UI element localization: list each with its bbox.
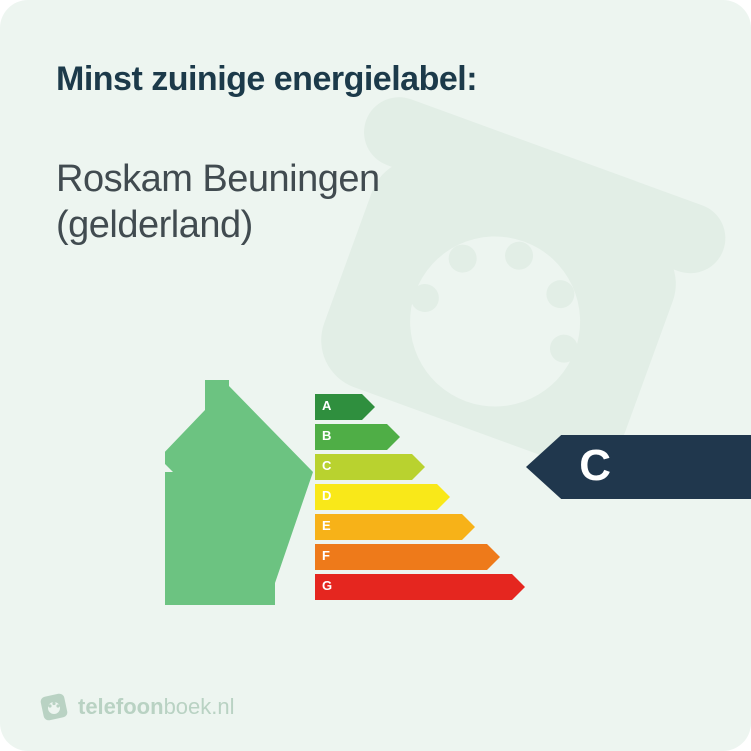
footer-brand-bold: telefoon xyxy=(78,694,164,719)
subheading-line-1: Roskam Beuningen xyxy=(56,158,380,200)
energy-bar-label: C xyxy=(322,458,331,473)
house-icon xyxy=(165,380,320,605)
footer-brand-rest: boek.nl xyxy=(164,694,235,719)
energy-label-chart: ABCDEFG C xyxy=(0,370,751,620)
energy-bar-label: E xyxy=(322,518,331,533)
subheading-line-2: (gelderland) xyxy=(56,204,253,246)
energy-label-card: Minst zuinige energielabel: Roskam Beuni… xyxy=(0,0,751,751)
energy-bar-label: A xyxy=(322,398,331,413)
content-block: Minst zuinige energielabel: Roskam Beuni… xyxy=(0,0,751,248)
energy-bar-label: B xyxy=(322,428,331,443)
footer-brand: telefoonboek.nl xyxy=(40,693,235,721)
energy-bar-label: D xyxy=(322,488,331,503)
rating-arrow: C xyxy=(526,435,751,499)
footer-logo-icon xyxy=(40,693,68,721)
energy-bar-label: G xyxy=(322,578,332,593)
rating-letter: C xyxy=(579,441,611,491)
card-subheading: Roskam Beuningen (gelderland) xyxy=(56,157,695,248)
footer-brand-text: telefoonboek.nl xyxy=(78,694,235,720)
energy-bar-label: F xyxy=(322,548,330,563)
card-heading: Minst zuinige energielabel: xyxy=(56,60,695,99)
